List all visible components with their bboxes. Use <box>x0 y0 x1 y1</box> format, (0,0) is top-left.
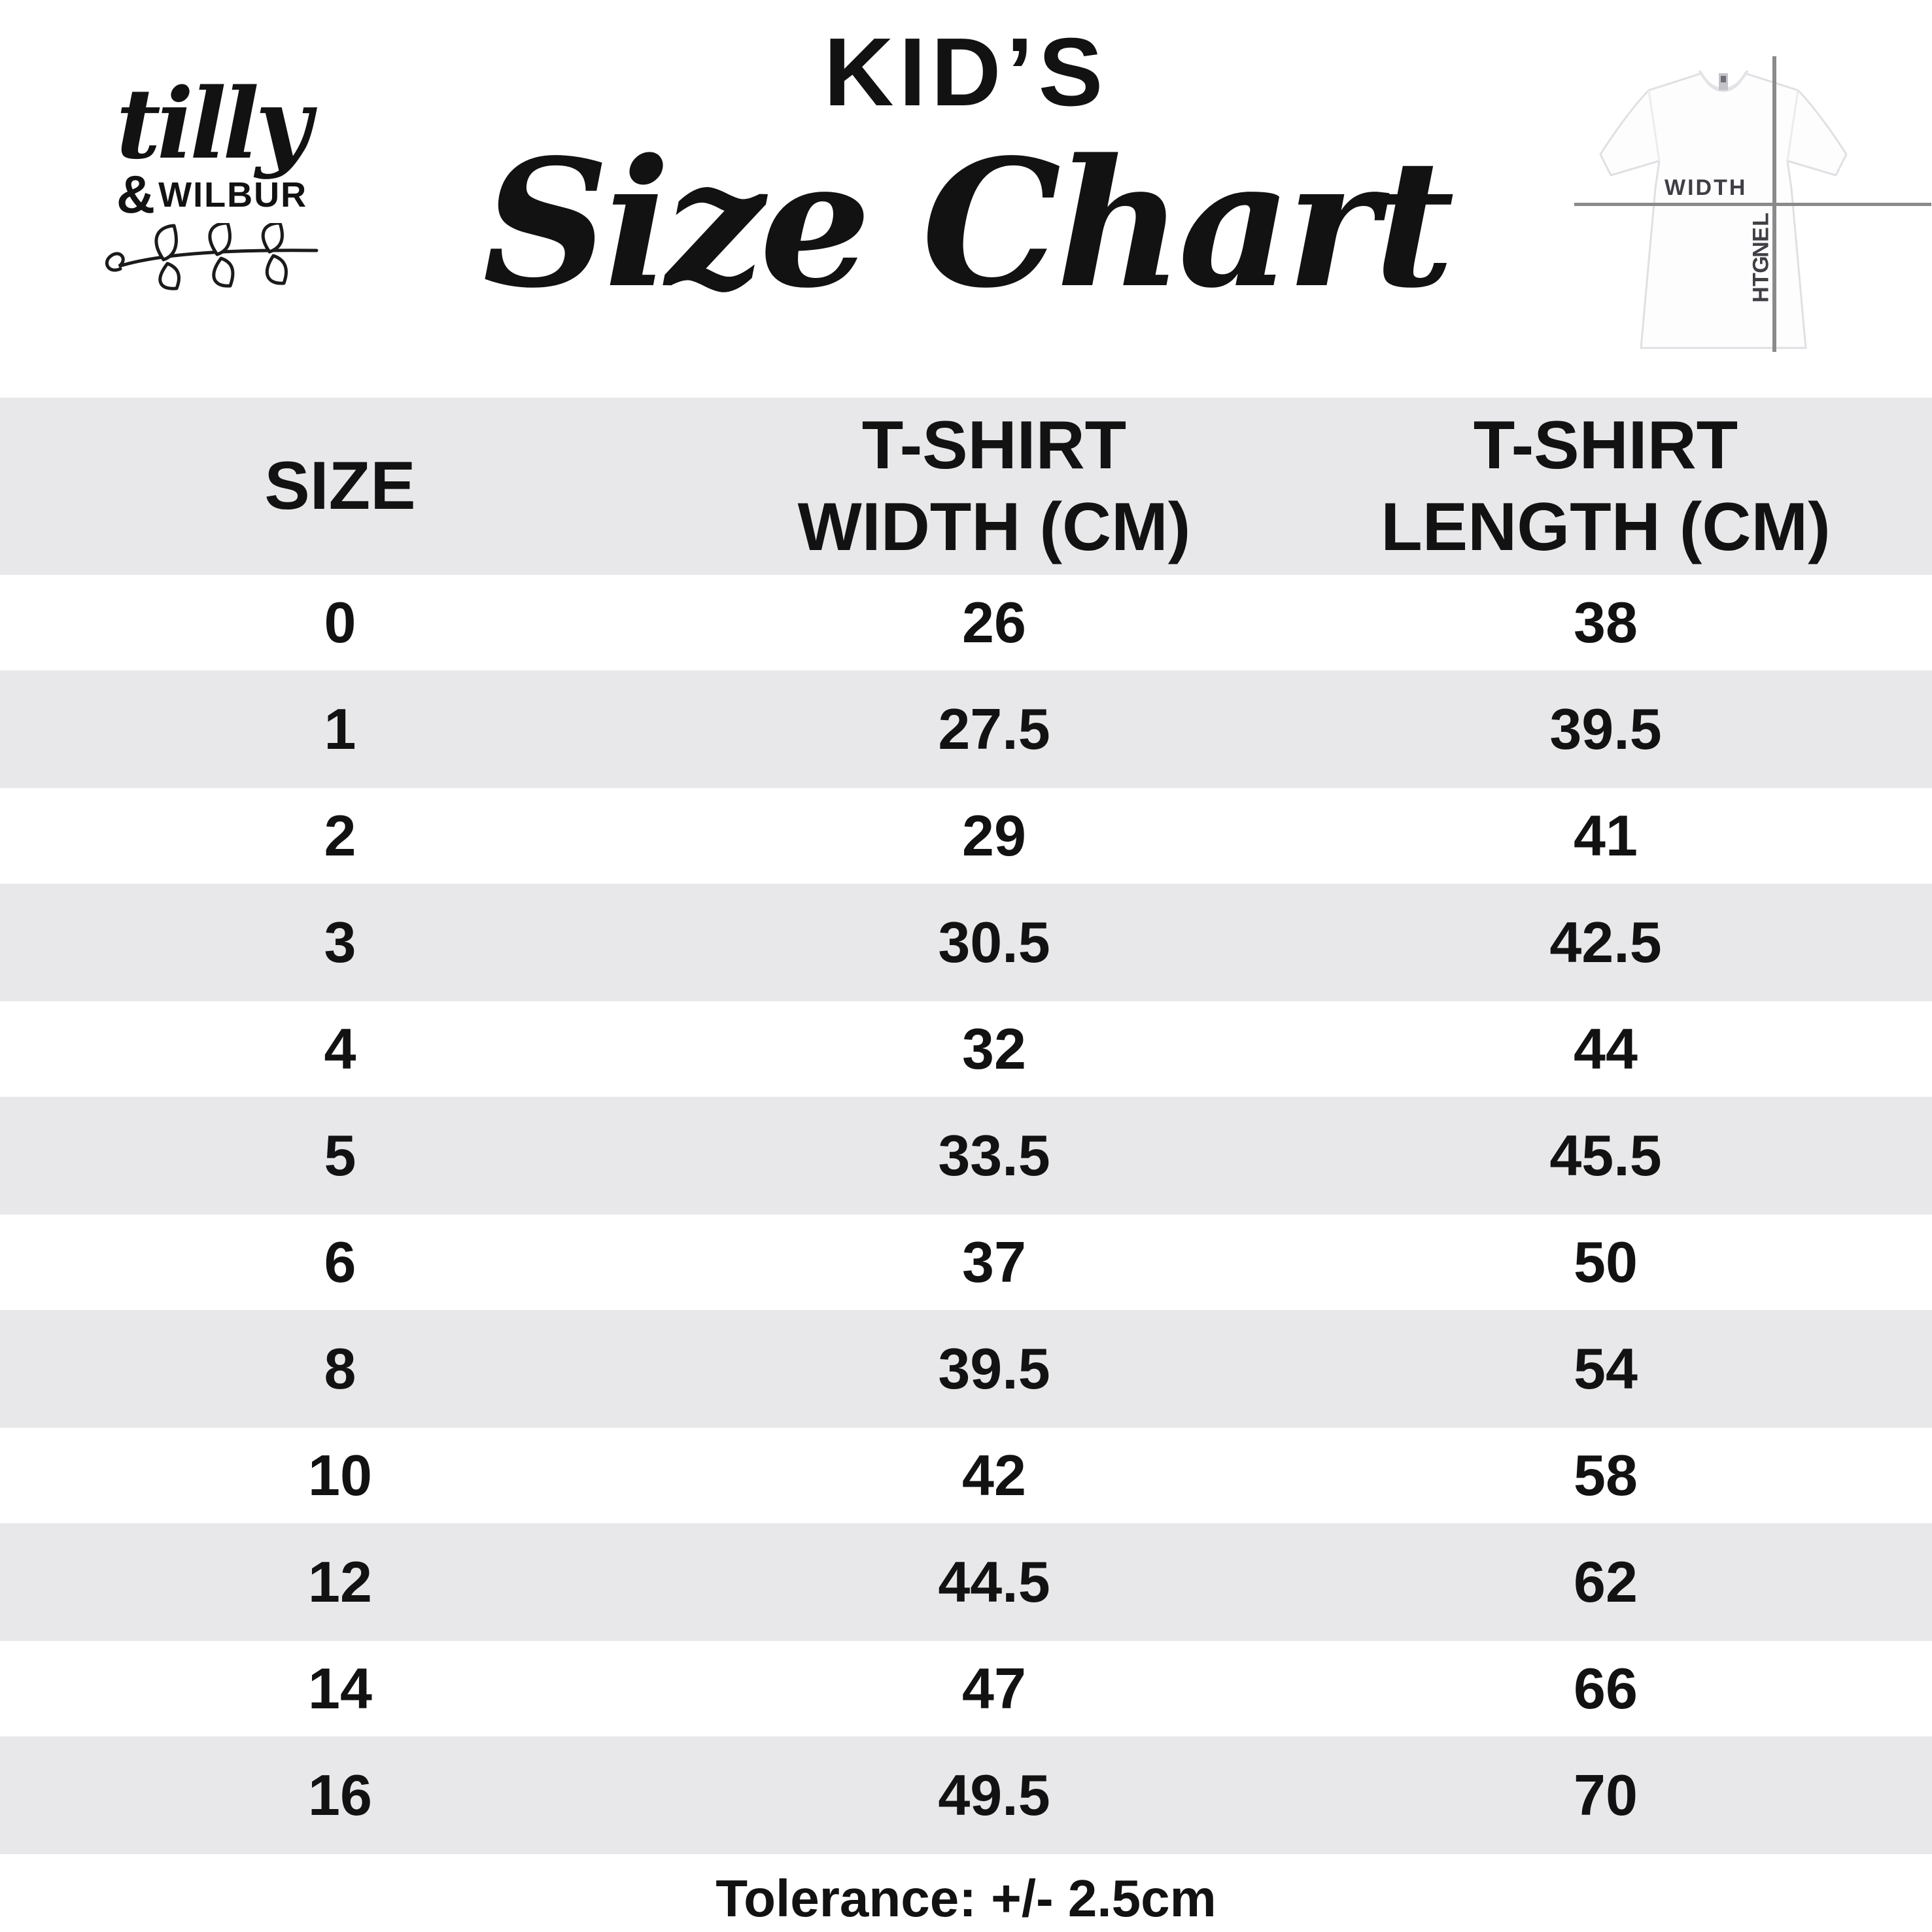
table-row: 1 27.5 39.5 <box>0 670 1932 788</box>
header-width: T-SHIRT WIDTH (CM) <box>797 407 1191 565</box>
width-cell: 47 <box>962 1656 1026 1721</box>
width-cell: 32 <box>962 1016 1026 1081</box>
title-block: KID’S Size Chart <box>312 17 1620 313</box>
header-size: SIZE <box>264 448 416 525</box>
length-cell: 50 <box>1574 1230 1638 1294</box>
tshirt-body <box>1599 72 1848 349</box>
size-cell: 5 <box>324 1123 356 1188</box>
size-cell: 12 <box>308 1549 372 1614</box>
table-row: 14 47 66 <box>0 1641 1932 1736</box>
size-cell: 10 <box>308 1443 372 1508</box>
length-cell: 66 <box>1574 1656 1638 1721</box>
width-cell: 42 <box>962 1443 1026 1508</box>
brand-name-caps: & WILBUR <box>90 165 334 225</box>
length-cell: 54 <box>1574 1336 1638 1401</box>
width-cell: 26 <box>962 590 1026 655</box>
length-cell: 41 <box>1574 803 1638 868</box>
size-cell: 2 <box>324 803 356 868</box>
length-cell: 58 <box>1574 1443 1638 1508</box>
page-title: Size Chart <box>482 121 1455 327</box>
width-cell: 29 <box>962 803 1026 868</box>
width-cell: 33.5 <box>938 1123 1050 1188</box>
width-axis-label: WIDTH <box>1665 175 1748 200</box>
length-cell: 39.5 <box>1549 697 1662 761</box>
tolerance-note: Tolerance: +/- 2.5cm <box>716 1869 1216 1927</box>
size-cell: 16 <box>308 1763 372 1827</box>
length-cell: 70 <box>1574 1763 1638 1827</box>
header-length: T-SHIRT LENGTH (CM) <box>1381 407 1831 565</box>
size-cell: 3 <box>324 910 356 975</box>
width-cell: 49.5 <box>938 1763 1050 1827</box>
table-row: 6 37 50 <box>0 1215 1932 1310</box>
table-row: 3 30.5 42.5 <box>0 884 1932 1001</box>
tshirt-icon <box>1574 56 1931 352</box>
size-cell: 14 <box>308 1656 372 1721</box>
width-cell: 37 <box>962 1230 1026 1294</box>
length-cell: 62 <box>1574 1549 1638 1614</box>
size-table: SIZE T-SHIRT WIDTH (CM) T-SHIRT LENGTH (… <box>0 398 1932 1854</box>
size-cell: 1 <box>324 697 356 761</box>
brand-name-script: tilly <box>116 67 311 181</box>
brand-logo: tilly & WILBUR <box>90 73 334 291</box>
table-row: 4 32 44 <box>0 1001 1932 1097</box>
width-line <box>1574 203 1931 206</box>
length-cell: 38 <box>1574 590 1638 655</box>
length-line <box>1772 56 1776 352</box>
brand-name-caps-text: WILBUR <box>158 175 308 215</box>
size-cell: 0 <box>324 590 356 655</box>
width-cell: 27.5 <box>938 697 1050 761</box>
table-row: 2 29 41 <box>0 788 1932 884</box>
table-row: 0 26 38 <box>0 575 1932 670</box>
length-cell: 42.5 <box>1549 910 1662 975</box>
ampersand: & <box>116 165 157 225</box>
title-kicker: KID’S <box>823 18 1109 126</box>
page-header: tilly & WILBUR KID’S Size Chart <box>0 0 1932 398</box>
length-cell: 44 <box>1574 1016 1638 1081</box>
table-row: 12 44.5 62 <box>0 1523 1932 1641</box>
table-row: 5 33.5 45.5 <box>0 1097 1932 1215</box>
laurel-branch-icon <box>105 222 319 290</box>
length-cell: 45.5 <box>1549 1123 1662 1188</box>
width-cell: 30.5 <box>938 910 1050 975</box>
size-cell: 8 <box>324 1336 356 1401</box>
width-cell: 44.5 <box>938 1549 1050 1614</box>
size-cell: 4 <box>324 1016 356 1081</box>
size-cell: 6 <box>324 1230 356 1294</box>
width-cell: 39.5 <box>938 1336 1050 1401</box>
table-row: 8 39.5 54 <box>0 1310 1932 1428</box>
table-row: 10 42 58 <box>0 1428 1932 1523</box>
table-header-row: SIZE T-SHIRT WIDTH (CM) T-SHIRT LENGTH (… <box>0 398 1932 575</box>
table-row: 16 49.5 70 <box>0 1736 1932 1854</box>
